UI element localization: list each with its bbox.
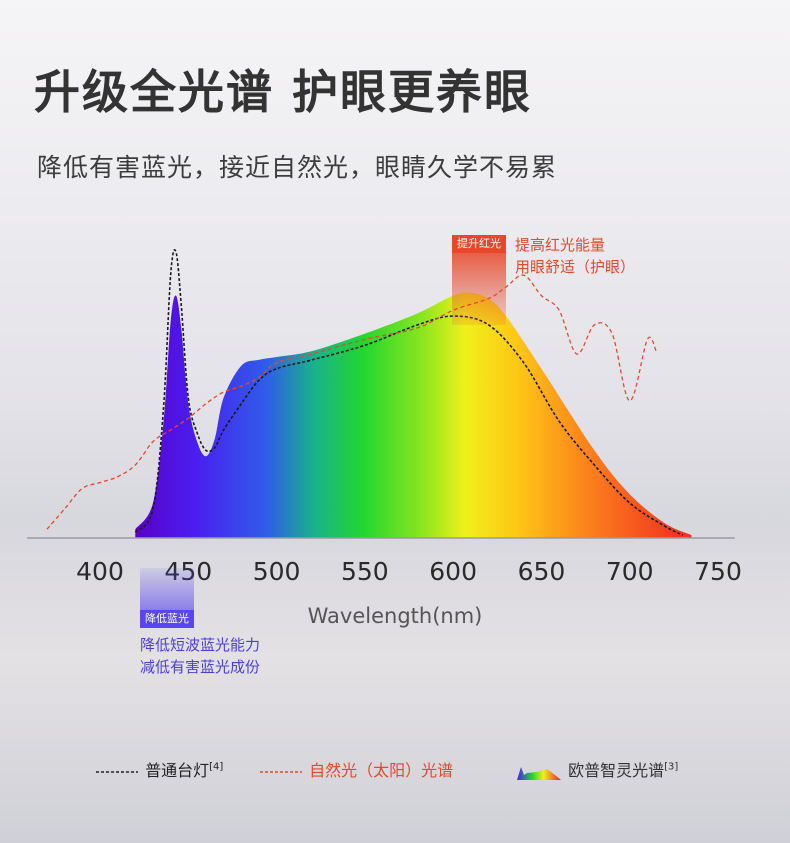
- legend-item-sunlight: 自然光（太阳）光谱: [260, 757, 453, 781]
- red-light-note-line2: 用眼舒适（护眼）: [515, 258, 636, 276]
- x-tick-label: 500: [253, 557, 301, 586]
- page-title: 升级全光谱 护眼更养眼: [34, 65, 533, 119]
- legend-item-opple: 欧普智灵光谱[3]: [515, 757, 678, 781]
- mini-spectrum-icon: [517, 766, 561, 780]
- red-dashed-line-icon: [260, 770, 302, 773]
- legend-ref-opple: [3]: [664, 761, 679, 773]
- blue-light-tag: 降低蓝光: [140, 610, 194, 628]
- series-line-desk-lamp: [134, 249, 684, 536]
- x-tick-label: 550: [341, 557, 389, 586]
- series-area-opple: [135, 292, 692, 538]
- legend-ref-desk-lamp: [4]: [209, 761, 224, 773]
- blue-light-note-line2: 减低有害蓝光成份: [140, 658, 261, 676]
- x-tick-label: 600: [429, 557, 477, 586]
- blue-light-note: 降低短波蓝光能力 减低有害蓝光成份: [140, 634, 260, 678]
- x-axis-label: Wavelength(nm): [308, 604, 483, 628]
- blue-light-note-line1: 降低短波蓝光能力: [140, 636, 261, 654]
- legend-label-opple: 欧普智灵光谱: [568, 761, 665, 780]
- chart-legend: 普通台灯[4] 自然光（太阳）光谱 欧普智灵光谱[3]: [0, 757, 790, 781]
- legend-item-desk-lamp: 普通台灯[4]: [96, 757, 223, 781]
- page-subtitle: 降低有害蓝光，接近自然光，眼睛久学不易累: [37, 153, 558, 182]
- red-light-highlight-bar: [452, 253, 506, 325]
- x-tick-label: 750: [694, 557, 742, 586]
- black-dashed-line-icon: [96, 770, 138, 773]
- red-light-note-line1: 提高红光能量: [515, 236, 606, 254]
- series-line-sunlight: [46, 274, 657, 530]
- legend-label-desk-lamp: 普通台灯: [145, 761, 210, 780]
- x-tick-label: 400: [76, 557, 124, 586]
- x-tick-label: 700: [606, 557, 654, 586]
- x-tick-label: 650: [518, 557, 566, 586]
- red-light-tag: 提升红光: [452, 235, 506, 253]
- red-light-note: 提高红光能量 用眼舒适（护眼）: [515, 234, 635, 278]
- legend-label-sunlight: 自然光（太阳）光谱: [309, 761, 454, 780]
